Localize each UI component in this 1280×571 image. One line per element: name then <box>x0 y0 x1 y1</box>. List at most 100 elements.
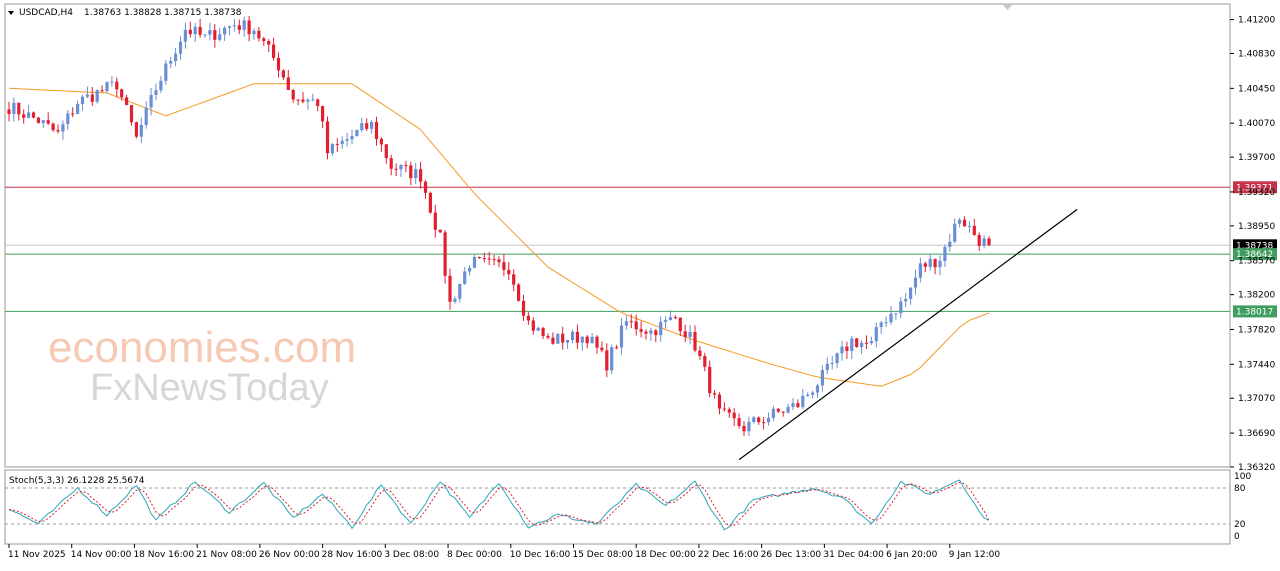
candle-body <box>659 321 663 336</box>
candle-body <box>7 109 11 115</box>
candle <box>757 416 761 425</box>
candle <box>850 335 854 360</box>
candles <box>7 15 991 437</box>
candle <box>953 218 957 244</box>
candle-body <box>644 331 648 334</box>
candle-body <box>629 321 633 323</box>
candle <box>482 252 486 263</box>
x-tick-label: 31 Dec 04:00 <box>823 550 884 560</box>
candle-body <box>262 38 266 42</box>
candle-body <box>825 363 829 371</box>
candle-body <box>139 125 143 137</box>
candle <box>227 25 232 36</box>
candle-body <box>164 63 168 81</box>
dropdown-arrow-icon[interactable] <box>8 11 14 15</box>
candle-body <box>389 158 393 169</box>
x-tick-label: 21 Nov 08:00 <box>196 550 257 560</box>
candle <box>634 314 638 336</box>
candle <box>570 329 575 344</box>
candle-body <box>223 27 227 35</box>
candle-body <box>815 385 820 393</box>
candle <box>154 83 158 101</box>
candle <box>497 256 501 268</box>
candle <box>404 160 408 173</box>
y-tick-label: 1.36690 <box>1238 429 1275 439</box>
candle-body <box>404 165 408 167</box>
candle <box>384 143 388 164</box>
price-label-text: 1.38017 <box>1236 307 1273 317</box>
candle-body <box>46 120 50 124</box>
candle-body <box>330 143 334 154</box>
candle-body <box>624 321 628 326</box>
candle <box>566 339 570 349</box>
candle <box>899 297 903 319</box>
candle-body <box>203 34 207 36</box>
candle-body <box>507 269 511 275</box>
candle <box>409 161 413 186</box>
candle <box>76 100 80 115</box>
candle <box>708 360 712 398</box>
candle <box>762 416 766 430</box>
candle <box>399 164 403 177</box>
candle <box>977 232 981 251</box>
candle-body <box>600 347 604 351</box>
candle <box>193 22 197 42</box>
candle <box>605 343 609 378</box>
candle-body <box>693 332 697 351</box>
price-axis: 1.41200 1.40830 1.40450 1.40070 1.39700 1.393… <box>1230 16 1275 473</box>
stoch-label: Stoch(5,3,3) 26.1228 25.5674 <box>9 476 145 486</box>
candle-body <box>566 340 570 343</box>
candle <box>355 129 359 137</box>
candle <box>183 22 187 49</box>
candle-body <box>703 356 707 367</box>
y-tick-label: 1.39700 <box>1238 153 1275 163</box>
candle-body <box>257 30 261 39</box>
candle-body <box>36 117 40 123</box>
candle <box>624 315 628 330</box>
x-tick-label: 18 Dec 00:00 <box>635 550 696 560</box>
candle-body <box>237 25 241 30</box>
candle <box>811 390 815 399</box>
candle <box>370 120 374 134</box>
candle <box>428 191 432 214</box>
candle-body <box>174 53 178 62</box>
candle-body <box>972 225 976 235</box>
candle-body <box>918 263 922 278</box>
candle-body <box>296 99 300 101</box>
candle-body <box>923 263 927 267</box>
candle-body <box>850 338 854 351</box>
candle-body <box>325 121 330 154</box>
candle <box>105 81 109 94</box>
candle-body <box>796 403 800 408</box>
price-label-text: 1.38738 <box>1236 241 1273 251</box>
candle-body <box>115 81 119 90</box>
stoch-axis-label: 80 <box>1234 484 1246 494</box>
candle <box>463 266 467 285</box>
candle <box>575 324 579 350</box>
candle <box>943 244 947 268</box>
candle-body <box>56 130 60 132</box>
chart-shift-marker-icon[interactable] <box>1003 5 1012 10</box>
candle-body <box>453 298 457 302</box>
candle-body <box>933 258 937 268</box>
candle <box>732 408 736 426</box>
candle <box>414 162 418 185</box>
candle <box>835 352 839 369</box>
candle-body <box>570 331 575 341</box>
candle <box>203 33 207 38</box>
candle-body <box>409 165 413 179</box>
candle-body <box>414 169 418 179</box>
candle <box>987 236 991 246</box>
candle <box>149 87 153 116</box>
candle-body <box>272 44 276 58</box>
candle-body <box>80 96 85 104</box>
candle <box>659 316 663 342</box>
y-tick-label: 1.41200 <box>1238 16 1275 26</box>
candle <box>267 39 271 52</box>
candle-body <box>316 99 320 107</box>
candle <box>306 98 310 110</box>
price-label-resistance: 1.39371 <box>1233 181 1277 194</box>
candle-body <box>71 113 75 115</box>
watermark-fxnewstoday: FxNewsToday <box>90 367 329 409</box>
candle-body <box>619 325 624 348</box>
